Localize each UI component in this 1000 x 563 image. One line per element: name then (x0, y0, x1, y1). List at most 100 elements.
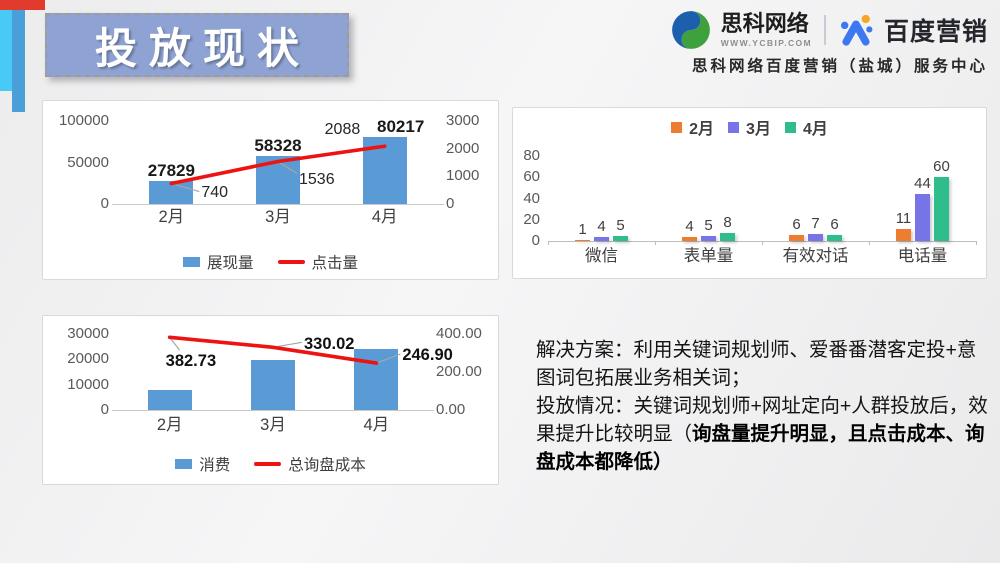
axis-tick-label: 100000 (58, 112, 109, 129)
grouped-bar (720, 232, 735, 241)
bar (251, 360, 295, 410)
page-title: 投放现状 (94, 24, 311, 72)
axis-tick-label: 200.00 (436, 363, 482, 380)
legend-label: 3月 (746, 121, 771, 138)
grouped-bar (575, 239, 590, 241)
axis-tick-label: 400.00 (436, 325, 482, 342)
grouped-bar (808, 233, 823, 241)
legend-swatch-line (277, 260, 305, 264)
bar-value-label: 5 (704, 216, 713, 234)
category-label: 表单量 (683, 247, 734, 265)
legend-item: 展现量 (182, 251, 254, 273)
category-label: 电话量 (897, 247, 948, 265)
axis-tick-label: 3000 (446, 112, 480, 129)
page-title-banner: 投放现状 (45, 13, 349, 77)
bar-value-label: 8 (723, 213, 732, 231)
axis-tick-label: 1000 (446, 167, 480, 185)
bar-value-label: 1 (578, 220, 587, 238)
channel-leads-chart-panel: 0 20 40 60 80 微信 1 4 5 表单量 4 5 8 有效对话 6 7 6 电话量 11 44 60 2月 3月… (512, 107, 987, 279)
axis-tick-label: 10000 (67, 375, 109, 393)
bar-value-label: 5 (616, 216, 625, 234)
bar-value-label: 4 (597, 217, 606, 235)
grouped-bar (915, 194, 930, 241)
x-axis-line (112, 410, 434, 411)
legend-swatch (671, 121, 683, 133)
category-label: 3月 (260, 416, 286, 434)
chart-legend: 2月 3月 4月 (513, 115, 986, 139)
solution-text: 解决方案：利用关键词规划师、爱番番潜客定投+意图词包拓展业务相关词； (536, 339, 977, 389)
bar-value-label: 80217 (377, 117, 425, 137)
legend-item: 2月 (671, 115, 714, 139)
axis-tick-label: 60 (523, 168, 540, 186)
baidu-marketing-name: 百度营销 (883, 18, 988, 46)
line-value-label: 1536 (299, 170, 335, 188)
category-label: 4月 (371, 208, 398, 226)
grouped-bar (594, 236, 609, 241)
bar (149, 180, 194, 204)
bar (147, 389, 192, 410)
axis-tick-label: 40 (523, 189, 540, 207)
line-value-label: 246.90 (402, 346, 453, 365)
line-value-label: 740 (201, 183, 229, 201)
brand-divider (823, 15, 826, 45)
category-label: 有效对话 (782, 247, 849, 265)
axis-tick (548, 241, 549, 245)
legend-swatch (728, 121, 740, 133)
category-label: 2月 (156, 416, 183, 434)
category-label: 3月 (265, 208, 291, 226)
sike-logo-icon (670, 9, 712, 51)
legend-item: 总询盘成本 (254, 453, 366, 475)
legend-swatch-bar (182, 257, 200, 267)
legend-label: 4月 (802, 121, 828, 138)
grouped-bar (613, 235, 628, 241)
sike-website-url: WWW.YCBIP.COM (720, 37, 812, 48)
bar (362, 137, 407, 204)
axis-tick-label: 20000 (67, 350, 109, 368)
line-value-label: 330.02 (304, 335, 355, 354)
solution-line: 解决方案：利用关键词规划师、爱番番潜客定投+意图词包拓展业务相关词； (536, 336, 988, 392)
axis-tick (655, 241, 656, 245)
axis-tick-label: 30000 (67, 325, 109, 342)
axis-tick-label: 0.00 (436, 401, 466, 418)
chart-legend: 消费 总询盘成本 (43, 453, 498, 475)
sike-logo-text: 思科网络 WWW.YCBIP.COM (721, 12, 812, 47)
legend-item: 点击量 (277, 251, 358, 273)
line-value-label: 2088 (324, 121, 361, 139)
legend-swatch-line (254, 462, 282, 466)
sike-company-name: 思科网络 (720, 11, 809, 37)
axis-tick-label: 0 (100, 401, 109, 418)
status-line: 投放情况：关键词规划师+网址定向+人群投放后，效果提升比较明显（询盘量提升明显，… (536, 392, 988, 476)
legend-item: 3月 (728, 115, 771, 139)
legend-item: 消费 (175, 453, 230, 475)
axis-tick-label: 80 (523, 147, 540, 164)
grouped-bar (701, 235, 716, 241)
spend-inquiry-cost-chart-panel: 0 10000 20000 30000 0.00 200.00 400.00 2月 3月 4月 38… (42, 315, 499, 485)
bar-value-label: 60 (933, 158, 950, 176)
x-axis-line (112, 204, 444, 205)
bar-value-label: 4 (685, 217, 694, 235)
line-value-label: 382.73 (165, 352, 217, 371)
status-text-bold: 询盘量提升明显，且点击成本、询盘成本都降低） (536, 423, 985, 473)
bar (256, 155, 300, 204)
axis-tick-label: 2000 (446, 139, 480, 157)
grouped-bar (682, 236, 697, 241)
axis-tick-label: 20 (523, 210, 540, 228)
bar-value-label: 7 (811, 214, 820, 232)
bar (354, 348, 399, 410)
grouped-bar (934, 177, 949, 241)
axis-tick-label: 0 (531, 232, 540, 249)
bar-value-label: 27829 (147, 160, 195, 180)
axis-tick (869, 241, 870, 245)
bar-value-label: 11 (895, 210, 912, 228)
legend-item: 4月 (784, 115, 828, 139)
left-accent-bar-blue (12, 9, 25, 112)
impressions-clicks-chart-panel: 0 50000 100000 0 1000 2000 3000 27829 2月 58328 3月 8… (42, 100, 499, 280)
axis-tick-label: 50000 (67, 153, 109, 171)
baidu-marketing-logo-icon (838, 12, 875, 49)
status-text-normal: 投放情况：关键词规划师+网址定向+人群投放后，效果提升比较明显（ (536, 395, 988, 445)
service-center-subtitle: 思科网络百度营销（盐城）服务中心 (691, 58, 988, 75)
bar-value-label: 44 (914, 175, 931, 193)
axis-tick (762, 241, 763, 245)
axis-tick (976, 241, 977, 245)
